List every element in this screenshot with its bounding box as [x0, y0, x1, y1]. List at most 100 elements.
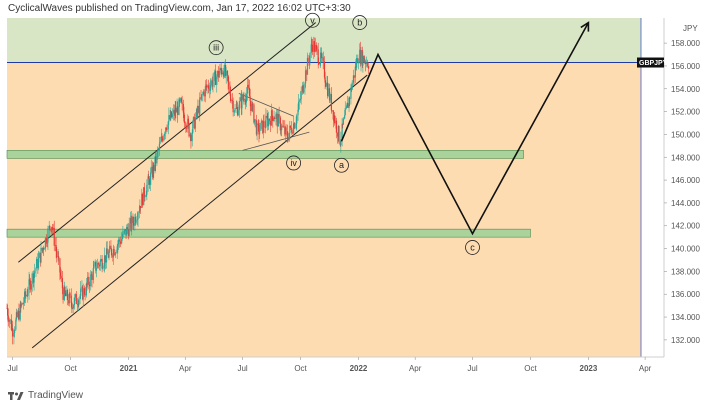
candle-body — [109, 245, 111, 252]
candle-body — [104, 255, 106, 263]
candle-body — [236, 107, 239, 116]
candle-body — [253, 119, 256, 123]
candle-body — [224, 64, 227, 76]
candle-body — [29, 279, 31, 281]
candle-body — [315, 45, 317, 47]
candle-body — [86, 283, 88, 285]
candle-body — [27, 292, 29, 296]
candle-body — [176, 106, 178, 113]
candle-body — [229, 85, 231, 94]
candle-body — [333, 115, 336, 124]
candle-body — [280, 130, 282, 131]
candle-body — [287, 138, 289, 141]
candle-body — [106, 248, 108, 255]
candle-body — [346, 103, 348, 107]
candle-body — [240, 97, 242, 109]
candle-body — [328, 88, 331, 101]
wave-label-circle — [334, 157, 349, 173]
wave-label-text: a — [339, 160, 344, 170]
candle-body — [54, 245, 57, 246]
candle-body — [331, 110, 333, 111]
candle-body — [123, 230, 125, 232]
candle-body — [330, 94, 333, 111]
candle-body — [168, 115, 170, 122]
candle-body — [181, 102, 183, 105]
candle-body — [49, 225, 51, 230]
candle-body — [157, 149, 159, 151]
candles-layer — [6, 36, 370, 345]
support-zone-2 — [6, 228, 531, 238]
candle-body — [249, 96, 251, 102]
tradingview-logo[interactable]: TradingView — [8, 390, 83, 401]
candle-body — [117, 239, 120, 245]
candle-body — [70, 295, 72, 303]
y-tick-label: 152.000 — [671, 108, 700, 117]
candle-body — [323, 61, 326, 78]
candle-body — [59, 258, 61, 273]
candle-body — [234, 108, 236, 112]
candle-body — [29, 280, 31, 290]
candle-body — [12, 328, 14, 337]
candle-body — [136, 219, 138, 221]
candle-body — [150, 172, 152, 185]
candle-body — [201, 94, 203, 95]
candle-body — [302, 85, 304, 93]
candle-body — [127, 229, 130, 236]
candle-body — [66, 290, 69, 301]
candle-body — [18, 310, 20, 320]
candle-body — [252, 103, 254, 105]
candle-body — [107, 254, 110, 258]
candle-body — [155, 156, 157, 164]
candle-body — [42, 248, 45, 250]
candle-body — [119, 241, 121, 244]
candle-body — [258, 130, 261, 135]
candle-body — [245, 93, 247, 103]
x-tick-label: Oct — [64, 364, 77, 373]
candle-body — [31, 273, 33, 285]
y-tick-label: 158.000 — [671, 39, 700, 48]
candle-body — [206, 85, 208, 88]
candle-body — [242, 95, 244, 100]
zones-layer — [6, 18, 664, 358]
candle-body — [163, 133, 166, 136]
candle-body — [282, 125, 284, 127]
candle-body — [132, 216, 134, 224]
candle-body — [112, 255, 114, 258]
candle-body — [119, 239, 121, 242]
candle-body — [192, 116, 195, 122]
candle-body — [324, 77, 326, 83]
candle-body — [51, 226, 53, 231]
candle-body — [289, 125, 291, 134]
candle-body — [288, 133, 290, 141]
tradingview-brand: TradingView — [28, 390, 84, 401]
candle-body — [159, 141, 161, 144]
candle-body — [165, 127, 167, 134]
triangle-line-1 — [238, 92, 294, 117]
candle-body — [6, 307, 8, 309]
candle-body — [146, 184, 148, 195]
candle-body — [243, 98, 245, 100]
candle-body — [50, 229, 52, 231]
candle-body — [322, 57, 324, 62]
candle-body — [77, 304, 79, 306]
candle-body — [22, 302, 24, 305]
candle-body — [188, 123, 190, 137]
candle-body — [258, 124, 260, 135]
candle-body — [270, 110, 273, 126]
candle-body — [320, 52, 322, 59]
candle-body — [298, 101, 300, 110]
candle-body — [363, 55, 365, 63]
wave-label-b: b — [352, 15, 368, 30]
wave-label-text: iv — [290, 158, 297, 168]
candle-body — [357, 62, 360, 64]
candle-body — [35, 268, 37, 271]
candle-body — [342, 118, 344, 125]
candle-body — [198, 105, 200, 114]
triangle-line-2 — [242, 131, 310, 151]
candle-body — [202, 91, 205, 95]
candle-body — [231, 100, 233, 102]
candle-body — [73, 305, 75, 308]
candle-body — [20, 303, 23, 307]
candle-body — [362, 55, 364, 66]
